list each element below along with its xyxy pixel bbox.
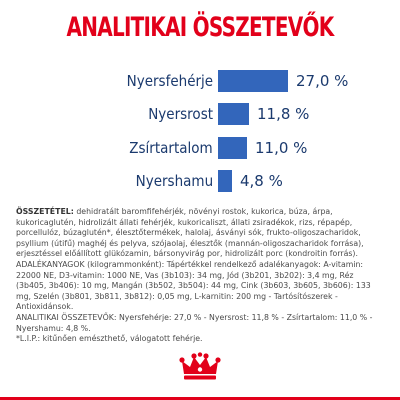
bar-value-label: 11,0 % bbox=[255, 139, 308, 157]
footnote-paragraph: *L.I.P.: kitűnően emészthető, válogatott… bbox=[16, 334, 203, 344]
analytical-summary-paragraph: ANALITIKAI ÖSSZETEVŐK: Nyersfehérje: 27,… bbox=[16, 312, 373, 333]
additives-paragraph: ADALÉKANYAGOK (kilogrammonként): Tápérté… bbox=[16, 259, 371, 312]
crown-icon bbox=[179, 352, 221, 380]
composition-heading: ÖSSZETÉTEL: bbox=[16, 207, 74, 216]
bar-value-label: 4,8 % bbox=[240, 172, 283, 190]
bar bbox=[218, 70, 288, 92]
bar-row: Zsírtartalom 11,0 % bbox=[0, 137, 400, 159]
bar bbox=[218, 170, 232, 192]
bar bbox=[218, 137, 247, 159]
bar-label: Nyershamu bbox=[135, 172, 213, 190]
page-title: ANALITIKAI ÖSSZETEVŐK bbox=[66, 12, 335, 43]
bar-row: Nyershamu 4,8 % bbox=[0, 170, 400, 192]
ingredients-text: ÖSSZETÉTEL: dehidratált baromfifehérjék,… bbox=[16, 207, 386, 345]
bar bbox=[218, 103, 249, 125]
bar-label: Nyersrost bbox=[148, 105, 213, 123]
bar-value-label: 11,8 % bbox=[257, 105, 310, 123]
bar-row: Nyersfehérje 27,0 % bbox=[0, 70, 400, 92]
composition-paragraph: ÖSSZETÉTEL: dehidratált baromfifehérjék,… bbox=[16, 207, 386, 260]
bar-value-label: 27,0 % bbox=[296, 72, 349, 90]
bar-row: Nyersrost 11,8 % bbox=[0, 103, 400, 125]
royal-canin-logo bbox=[0, 352, 400, 386]
bottom-accent-line bbox=[0, 397, 400, 400]
bar-label: Zsírtartalom bbox=[129, 139, 213, 157]
composition-text: dehidratált baromfifehérjék, növényi ros… bbox=[16, 207, 364, 259]
bar-label: Nyersfehérje bbox=[126, 72, 213, 90]
